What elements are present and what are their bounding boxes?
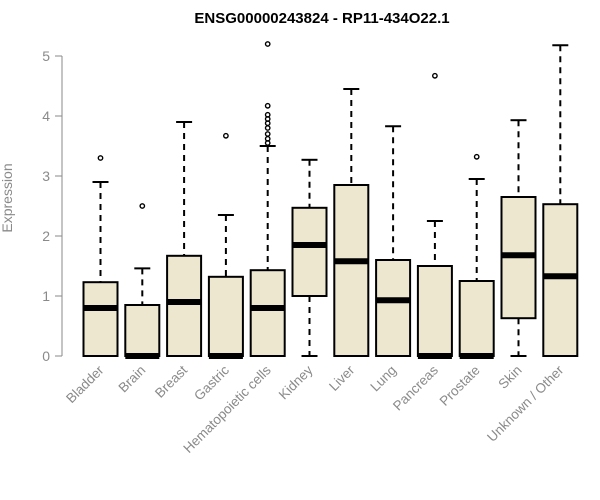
y-axis: 0 1 2 3 4 5 bbox=[42, 48, 63, 364]
box-iqr bbox=[82, 281, 119, 358]
x-tick-label: Unknown / Other bbox=[484, 362, 567, 445]
box-iqr bbox=[249, 269, 286, 358]
x-tick-label: Prostate bbox=[437, 363, 483, 409]
x-tick-label: Liver bbox=[326, 362, 358, 394]
x-tick-label: Brain bbox=[116, 363, 149, 396]
box-group bbox=[542, 44, 579, 357]
outlier-point bbox=[264, 125, 271, 131]
box-iqr bbox=[124, 304, 161, 357]
box-iqr bbox=[166, 254, 203, 357]
box-group bbox=[333, 88, 370, 357]
y-tick-label: 1 bbox=[42, 288, 50, 304]
boxes-layer bbox=[82, 41, 579, 359]
box-group bbox=[82, 155, 119, 358]
box-group bbox=[500, 119, 537, 357]
outlier-point bbox=[473, 153, 480, 160]
box-iqr bbox=[291, 206, 328, 297]
box-group bbox=[124, 203, 161, 359]
box-group bbox=[291, 158, 328, 357]
outlier-point bbox=[264, 135, 271, 142]
outlier-point bbox=[222, 132, 229, 139]
box-group bbox=[416, 72, 453, 359]
outlier-point bbox=[139, 203, 146, 209]
outlier-point bbox=[264, 131, 271, 137]
outlier-point bbox=[431, 72, 438, 79]
y-tick-label: 4 bbox=[42, 108, 50, 124]
y-tick-label: 5 bbox=[42, 48, 50, 64]
y-axis-label: Expression bbox=[0, 163, 15, 232]
outlier-point bbox=[264, 102, 271, 109]
box-iqr bbox=[375, 259, 412, 357]
box-iqr bbox=[333, 184, 370, 357]
chart-title: ENSG00000243824 - RP11-434O22.1 bbox=[194, 10, 449, 27]
box-iqr bbox=[542, 203, 579, 357]
y-tick-label: 0 bbox=[42, 348, 50, 364]
box-group bbox=[375, 125, 412, 357]
box-group bbox=[166, 121, 203, 357]
box-iqr bbox=[416, 265, 453, 357]
x-tick-label: Gastric bbox=[191, 362, 232, 403]
box-group bbox=[249, 41, 286, 358]
x-tick-label: Kidney bbox=[276, 362, 316, 402]
y-tick-label: 2 bbox=[42, 228, 50, 244]
x-tick-label: Skin bbox=[495, 363, 524, 392]
outlier-point bbox=[264, 41, 271, 47]
y-tick-label: 3 bbox=[42, 168, 50, 184]
x-tick-label: Breast bbox=[152, 362, 190, 400]
x-tick-label: Bladder bbox=[63, 362, 107, 406]
outlier-point bbox=[264, 111, 271, 118]
x-tick-label: Lung bbox=[367, 363, 399, 395]
outlier-point bbox=[97, 155, 104, 161]
box-group bbox=[458, 153, 495, 359]
x-tick-label: Pancreas bbox=[390, 362, 441, 413]
box-group bbox=[207, 132, 244, 359]
box-iqr bbox=[458, 280, 495, 357]
box-iqr bbox=[207, 275, 244, 357]
